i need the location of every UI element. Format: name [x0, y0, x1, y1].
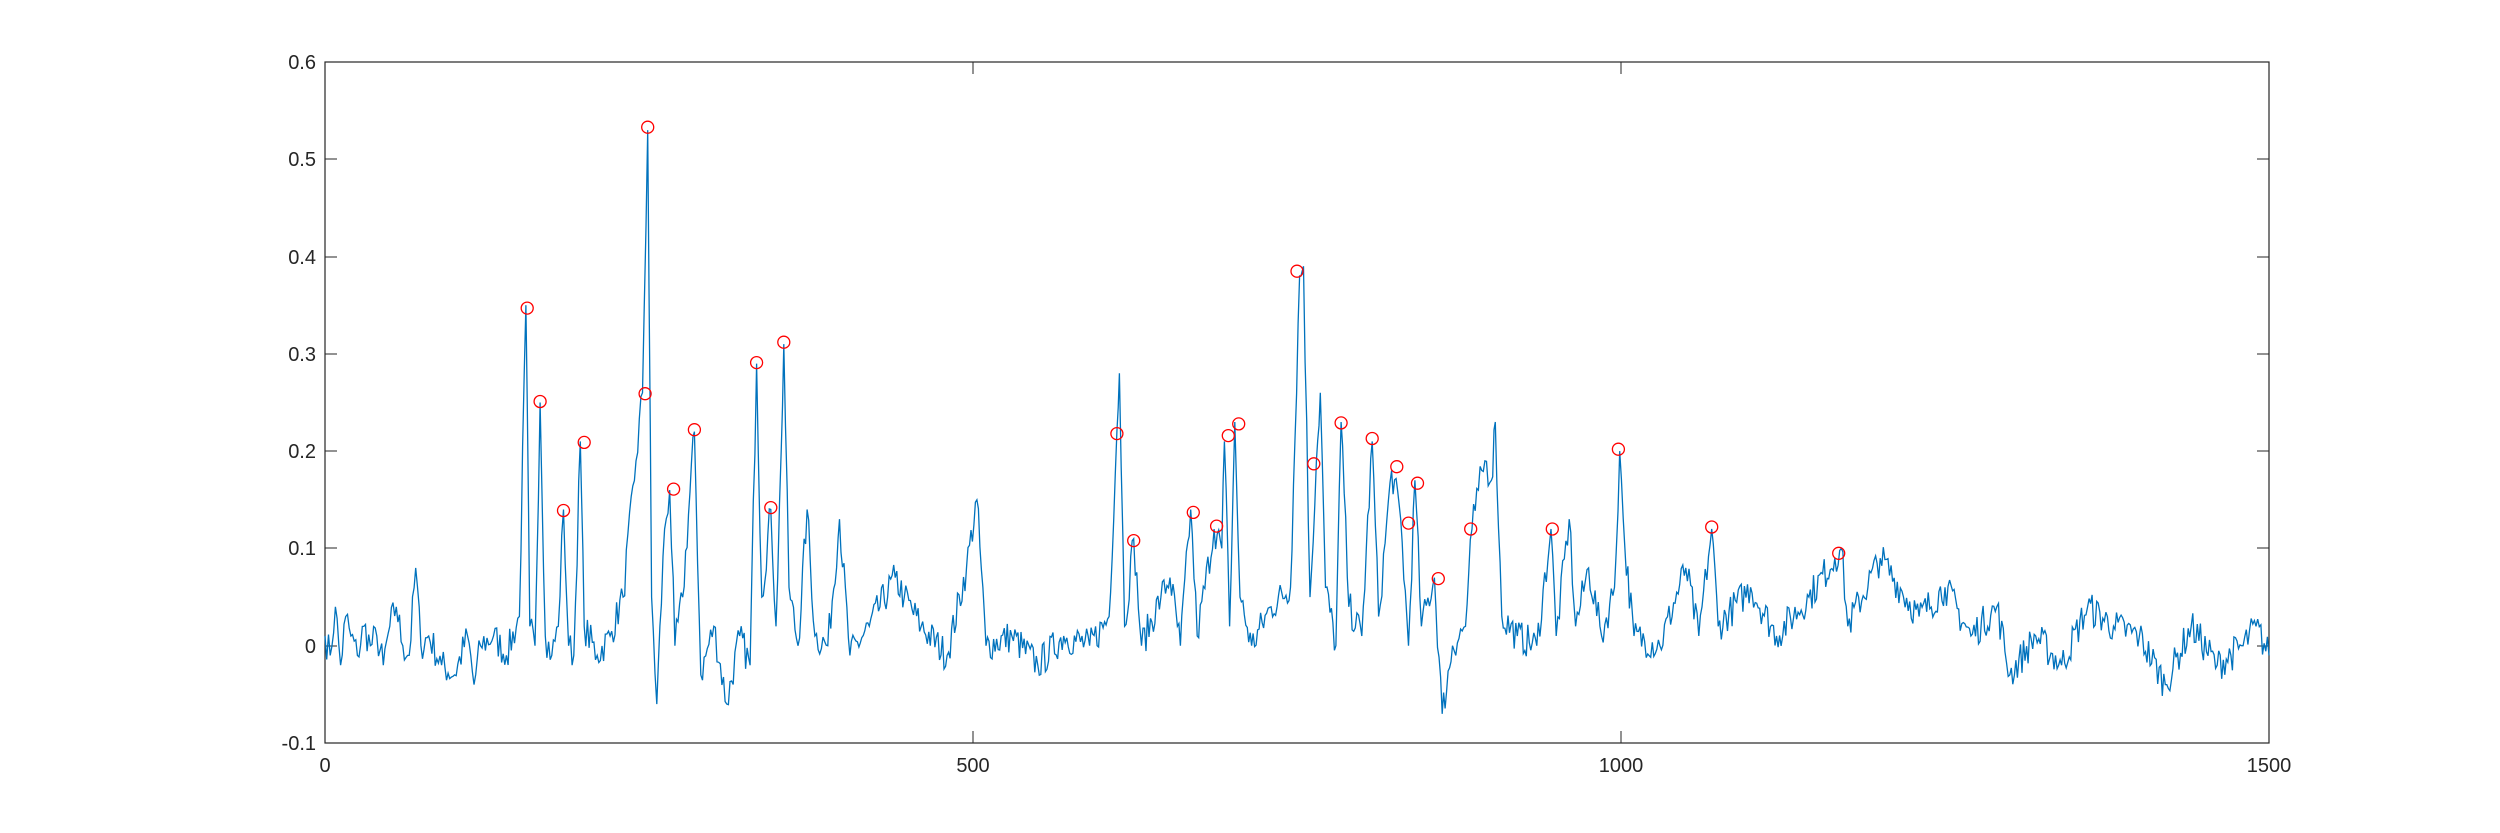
- peak-marker-25: [1464, 522, 1478, 536]
- peak-marker-10: [777, 335, 791, 349]
- peak-marker-5: [641, 120, 655, 134]
- peak-marker-26: [1545, 522, 1559, 536]
- peak-marker-13: [1186, 505, 1200, 520]
- x-ticks: [324, 62, 2270, 743]
- y-tick-label-0.2: 0.2: [288, 441, 316, 463]
- y-tick-label-0: 0: [305, 636, 316, 658]
- peak-marker-17: [1290, 264, 1304, 278]
- x-tick-label-1000: 1000: [1599, 755, 1644, 777]
- peak-marker-23: [1410, 476, 1425, 490]
- y-tick-label-neg0.1: -0.1: [282, 733, 316, 755]
- y-ticks: [325, 61, 2269, 744]
- peak-marker-1: [533, 394, 547, 409]
- peak-marker-16: [1232, 417, 1246, 431]
- y-tick-label-0.5: 0.5: [288, 149, 316, 171]
- x-tick-label-0: 0: [319, 755, 330, 777]
- peak-marker-19: [1334, 416, 1348, 430]
- y-tick-label-0.6: 0.6: [288, 52, 316, 74]
- peak-marker-20: [1365, 431, 1379, 446]
- peak-marker-11: [1110, 426, 1124, 441]
- peak-marker-18: [1307, 457, 1321, 471]
- peak-marker-7: [687, 423, 702, 437]
- peak-marker-21: [1390, 460, 1404, 474]
- peak-marker-14: [1209, 519, 1224, 533]
- peak-marker-8: [749, 355, 764, 370]
- peaks-layer: [520, 120, 1846, 586]
- y-tick-label-0.3: 0.3: [288, 344, 316, 366]
- peak-marker-9: [764, 500, 778, 515]
- x-tick-label-500: 500: [956, 755, 989, 777]
- peak-marker-12: [1127, 533, 1141, 548]
- peak-marker-22: [1401, 516, 1416, 530]
- peak-marker-3: [577, 435, 591, 450]
- x-tick-labels: 0 500 1000 1500: [319, 755, 2291, 777]
- peak-marker-0: [520, 301, 534, 315]
- plot-area: [324, 61, 2270, 744]
- peak-marker-4: [638, 387, 652, 401]
- peak-marker-15: [1221, 428, 1235, 443]
- peak-marker-28: [1705, 520, 1719, 534]
- peak-marker-6: [666, 482, 681, 496]
- y-tick-labels: -0.1 0 0.1 0.2 0.3 0.4 0.5 0.6: [282, 52, 316, 755]
- y-tick-label-0.1: 0.1: [288, 538, 316, 560]
- peak-marker-2: [556, 503, 571, 518]
- peak-marker-29: [1832, 546, 1846, 560]
- y-tick-label-0.4: 0.4: [288, 247, 316, 269]
- peak-marker-24: [1431, 571, 1445, 586]
- peak-marker-27: [1611, 442, 1626, 456]
- x-tick-label-1500: 1500: [2247, 755, 2292, 777]
